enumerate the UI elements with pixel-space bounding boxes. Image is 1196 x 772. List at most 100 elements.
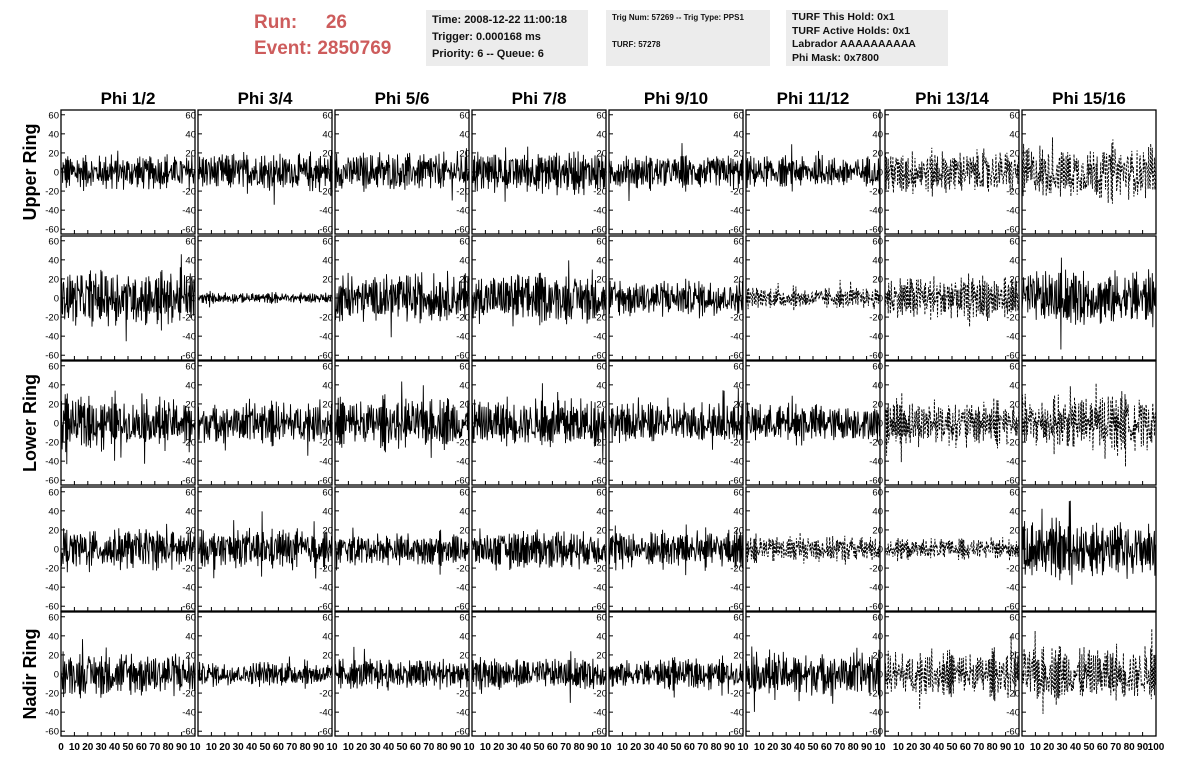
x-tick-label: 60 <box>136 742 148 753</box>
y-tick-label: -20 <box>182 313 196 324</box>
y-tick-label: 40 <box>185 631 196 642</box>
y-tick-label: -40 <box>45 206 59 217</box>
y-tick-label: 20 <box>733 274 744 285</box>
y-tick-label: 60 <box>185 110 196 121</box>
y-tick-label: -60 <box>1006 225 1020 236</box>
y-tick-label: 0 <box>54 670 59 681</box>
y-tick-label: 20 <box>1009 148 1020 159</box>
y-tick-label: -20 <box>730 689 744 700</box>
y-tick-label: 0 <box>602 294 607 305</box>
y-tick-label: -40 <box>1006 583 1020 594</box>
y-tick-label: -60 <box>182 602 196 613</box>
y-tick-label: -60 <box>182 225 196 236</box>
y-tick-label: 60 <box>872 361 883 372</box>
y-tick-label: 20 <box>322 274 333 285</box>
y-tick-label: -60 <box>456 602 470 613</box>
y-tick-label: 0 <box>191 545 196 556</box>
y-tick-label: 20 <box>185 148 196 159</box>
y-tick-label: -60 <box>730 225 744 236</box>
y-tick-label: -20 <box>456 689 470 700</box>
x-tick-label: 10 <box>1030 742 1042 753</box>
y-tick-label: 20 <box>185 274 196 285</box>
y-tick-label: 40 <box>596 380 607 391</box>
x-tick-label: 50 <box>946 742 958 753</box>
y-tick-label: -20 <box>730 438 744 449</box>
y-tick-label: 20 <box>1009 525 1020 536</box>
x-tick-label: 70 <box>1110 742 1122 753</box>
y-tick-label: -20 <box>869 689 883 700</box>
y-tick-label: 40 <box>459 255 470 266</box>
y-tick-label: -60 <box>182 351 196 362</box>
y-tick-label: 0 <box>191 670 196 681</box>
y-tick-label: 40 <box>48 129 59 140</box>
y-tick-label: 0 <box>328 419 333 430</box>
run-event-block: Run: 26 Event: 2850769 <box>254 10 391 62</box>
x-tick-label: 100 <box>1148 742 1165 753</box>
y-tick-label: -20 <box>319 438 333 449</box>
y-tick-label: -20 <box>456 564 470 575</box>
y-tick-label: 20 <box>48 148 59 159</box>
waveform-r3-c5 <box>608 388 744 450</box>
x-tick-label: 60 <box>821 742 833 753</box>
y-tick-label: 20 <box>185 399 196 410</box>
y-tick-label: 20 <box>872 274 883 285</box>
y-tick-label: -20 <box>593 187 607 198</box>
waveform-r3-c6 <box>745 395 881 446</box>
y-tick-label: 0 <box>878 545 883 556</box>
y-tick-label: -60 <box>456 476 470 487</box>
panel-frame-r4-c2 <box>197 486 333 612</box>
y-tick-label: -20 <box>730 313 744 324</box>
y-tick-label: 60 <box>733 236 744 247</box>
x-tick-label: 50 <box>533 742 545 753</box>
y-tick-label: 20 <box>185 525 196 536</box>
x-tick-label: 70 <box>697 742 709 753</box>
waveform-r5-c5 <box>608 655 744 698</box>
x-tick-label: 90 <box>1137 742 1149 753</box>
x-tick-label: 90 <box>176 742 188 753</box>
y-tick-label: -20 <box>319 564 333 575</box>
y-tick-label: 60 <box>459 487 470 498</box>
y-tick-label: 40 <box>459 506 470 517</box>
y-tick-label: -60 <box>593 602 607 613</box>
y-tick-label: -20 <box>593 689 607 700</box>
waveform-r3-c3 <box>334 381 470 458</box>
y-tick-label: 20 <box>459 399 470 410</box>
x-tick-label: 70 <box>834 742 846 753</box>
y-tick-label: -60 <box>45 602 59 613</box>
time-info-box: Time: 2008-12-22 11:00:18 Trigger: 0.000… <box>426 10 588 66</box>
event-row: Event: 2850769 <box>254 36 391 62</box>
turf-hold-line: TURF This Hold: 0x1 <box>792 11 895 23</box>
y-tick-label: -40 <box>593 708 607 719</box>
x-tick-label: 50 <box>807 742 819 753</box>
turf-info-box: TURF This Hold: 0x1 TURF Active Holds: 0… <box>786 10 948 66</box>
y-tick-label: -40 <box>869 457 883 468</box>
column-title-6: Phi 11/12 <box>777 89 850 108</box>
y-tick-label: -20 <box>730 187 744 198</box>
waveform-r3-c4 <box>471 383 607 461</box>
trig-info-box: Trig Num: 57269 -- Trig Type: PPS1 TURF:… <box>606 10 770 66</box>
y-tick-label: -20 <box>593 313 607 324</box>
y-tick-label: 20 <box>48 274 59 285</box>
waveform-r1-c7 <box>884 147 1020 197</box>
y-tick-label: -20 <box>1006 187 1020 198</box>
y-tick-label: -60 <box>45 225 59 236</box>
y-tick-label: 0 <box>54 168 59 179</box>
waveform-r4-c3 <box>334 527 470 575</box>
x-tick-label: 0 <box>58 742 64 753</box>
y-tick-label: -20 <box>456 438 470 449</box>
x-tick-label: 80 <box>437 742 449 753</box>
y-tick-label: -60 <box>730 727 744 738</box>
y-tick-label: 0 <box>54 545 59 556</box>
x-tick-label: 40 <box>109 742 121 753</box>
y-tick-label: 40 <box>1009 506 1020 517</box>
y-tick-label: -20 <box>45 438 59 449</box>
y-tick-label: 20 <box>48 399 59 410</box>
y-tick-label: -60 <box>869 602 883 613</box>
y-tick-label: -60 <box>319 602 333 613</box>
y-tick-label: -40 <box>319 206 333 217</box>
y-tick-label: 0 <box>878 294 883 305</box>
y-tick-label: -20 <box>869 313 883 324</box>
y-tick-label: -60 <box>1006 351 1020 362</box>
x-tick-label: 10 <box>893 742 905 753</box>
y-tick-label: 40 <box>872 380 883 391</box>
